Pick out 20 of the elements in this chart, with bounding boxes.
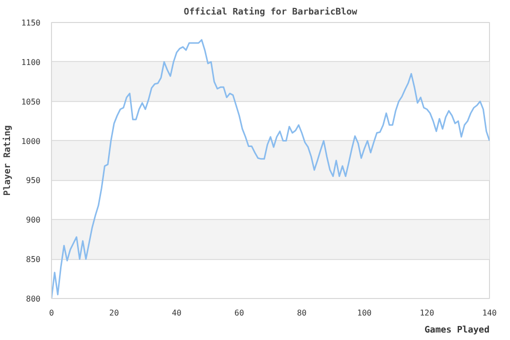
x-tick-label: 20 [109,308,120,318]
x-axis-title: Games Played [424,326,490,336]
chart-title: Official Rating for BarbaricBlow [184,6,358,18]
y-tick-label: 1050 [21,97,41,106]
x-tick-label: 100 [357,308,372,318]
x-tick-label: 0 [49,308,54,318]
y-tick-label: 1150 [21,18,41,28]
x-tick-label: 60 [234,308,244,318]
x-tick-label: 140 [482,308,497,318]
y-tick-label: 1100 [21,58,41,67]
y-axis-title: Player Rating [2,125,14,196]
x-tick-label: 40 [172,308,182,318]
x-tick-label: 80 [296,308,307,318]
x-tick-label: 120 [420,308,434,318]
y-tick-label: 1000 [21,136,41,146]
y-tick-label: 900 [26,216,41,225]
y-tick-label: 950 [26,176,41,186]
line-series [52,39,490,298]
y-tick-label: 800 [26,294,41,304]
y-tick-label: 850 [26,255,41,264]
